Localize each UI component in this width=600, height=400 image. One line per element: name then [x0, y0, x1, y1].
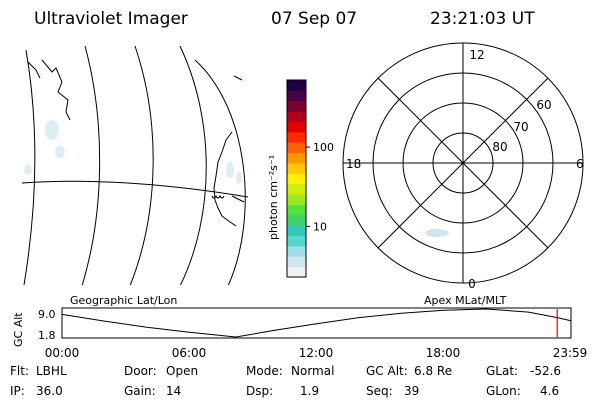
colorbar-tick-label: 100 — [313, 141, 334, 154]
info-value: 4.6 — [540, 384, 559, 398]
diagonal-line — [377, 77, 549, 249]
altitude-series-line — [61, 308, 572, 338]
ytick-label: 9.0 — [38, 308, 56, 321]
colorbar-segment — [287, 266, 306, 278]
info-value: -52.6 — [530, 364, 561, 378]
colorbar-segment — [287, 256, 306, 268]
instrument-title: Ultraviolet Imager — [34, 9, 188, 29]
colorbar-units-label: photon cm⁻²s⁻¹ — [267, 155, 280, 240]
info-value: 39 — [404, 384, 419, 398]
info-value: Open — [166, 364, 198, 378]
mlt-label-12: 12 — [469, 48, 484, 62]
xtick-label: 18:00 — [426, 346, 461, 360]
aurora-emission — [425, 229, 449, 237]
colorbar-segment — [287, 142, 306, 154]
colorbar-segment — [287, 214, 306, 226]
info-key: IP: — [10, 384, 25, 398]
altitude-chart-frame — [61, 307, 572, 339]
xtick-label: 23:59 — [553, 346, 588, 360]
colorbar-segment — [287, 173, 306, 185]
coastline — [27, 61, 41, 79]
info-value: 1.9 — [300, 384, 319, 398]
mlt-label-18: 18 — [346, 157, 361, 171]
geographic-map-panel — [22, 45, 248, 285]
info-key: GLon: — [486, 384, 521, 398]
geographic-coordinates-label: Geographic Lat/Lon — [70, 294, 177, 307]
colorbar-segment — [287, 204, 306, 216]
colorbar-segment — [287, 100, 306, 112]
info-key: Gain: — [124, 384, 156, 398]
longitude-line — [129, 45, 154, 285]
info-value: 14 — [166, 384, 181, 398]
info-key: GC Alt: — [366, 364, 408, 378]
coastline — [233, 75, 243, 81]
lat-label-80: 80 — [492, 140, 507, 154]
longitude-line — [23, 49, 36, 285]
info-value: Normal — [291, 364, 334, 378]
xtick-label: 06:00 — [172, 346, 207, 360]
colorbar-segment — [287, 245, 306, 257]
colorbar-segment — [287, 183, 306, 195]
colorbar-segment — [287, 152, 306, 164]
coastline — [211, 194, 225, 199]
longitude-line — [81, 45, 101, 285]
lat-label-60: 60 — [536, 98, 551, 112]
info-value: 6.8 Re — [414, 364, 452, 378]
info-value: 36.0 — [36, 384, 63, 398]
colorbar-segment — [287, 111, 306, 122]
date-label: 07 Sep 07 — [271, 9, 357, 29]
latitude-line — [22, 180, 248, 198]
mlt-label-0: 0 — [468, 277, 476, 291]
colorbar-segment — [287, 121, 306, 133]
info-table: Flt: LBHL Door: Open Mode: Normal GC Alt… — [10, 364, 561, 398]
colorbar-segment — [287, 225, 306, 237]
xtick-label: 00:00 — [45, 346, 80, 360]
info-key: Mode: — [246, 364, 283, 378]
mlt-label-6: 6 — [576, 157, 584, 171]
polar-mlt-plot — [342, 42, 584, 284]
coastline — [41, 59, 71, 121]
info-key: Seq: — [366, 384, 393, 398]
colorbar-segment — [287, 235, 306, 247]
time-label: 23:21:03 UT — [430, 9, 535, 29]
colorbar-segment — [287, 162, 306, 174]
xtick-label: 12:00 — [299, 346, 334, 360]
info-key: Dsp: — [246, 384, 273, 398]
altitude-chart: GC Alt 9.0 1.8 00:00 06:00 12:00 18:00 2… — [12, 307, 588, 360]
longitude-line — [179, 45, 207, 285]
info-value: LBHL — [36, 364, 67, 378]
colorbar-segment — [287, 131, 306, 143]
aurora-emission — [24, 120, 242, 184]
colorbar: photon cm⁻²s⁻¹ 10 100 — [267, 79, 334, 278]
colorbar-segment — [287, 194, 306, 205]
info-key: Flt: — [10, 364, 29, 378]
altitude-axis-label: GC Alt — [12, 312, 25, 347]
apex-coordinates-label: Apex MLat/MLT — [424, 294, 507, 307]
coastline — [231, 195, 245, 203]
longitude-line — [194, 59, 246, 285]
colorbar-segment — [287, 90, 306, 102]
lat-label-70: 70 — [513, 120, 528, 134]
coastline — [213, 131, 237, 227]
ytick-label: 1.8 — [38, 329, 56, 342]
info-key: Door: — [124, 364, 157, 378]
colorbar-segment — [287, 80, 306, 91]
info-key: GLat: — [486, 364, 518, 378]
colorbar-tick-label: 10 — [313, 220, 327, 233]
polar-labels: 12 18 6 0 60 70 80 — [346, 48, 584, 291]
